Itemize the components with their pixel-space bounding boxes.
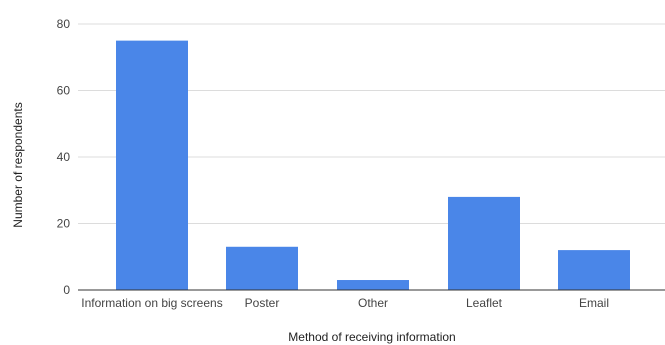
x-tick-label: Poster xyxy=(245,296,280,310)
x-tick-label: Email xyxy=(579,296,609,310)
y-axis-ticks: 0 20 40 60 80 xyxy=(57,17,71,297)
bar xyxy=(558,250,630,290)
y-tick-label: 60 xyxy=(57,84,71,98)
x-tick-label: Leaflet xyxy=(466,296,503,310)
x-axis-ticks: Information on big screens Poster Other Lea… xyxy=(81,296,609,310)
bar xyxy=(337,280,409,290)
x-tick-label: Other xyxy=(358,296,388,310)
bar xyxy=(448,196,520,290)
x-axis-title: Method of receiving information xyxy=(288,330,455,344)
y-axis-title: Number of respondents xyxy=(11,102,25,227)
y-tick-label: 40 xyxy=(57,150,71,164)
y-tick-label: 0 xyxy=(63,283,70,297)
bar xyxy=(116,40,188,290)
y-tick-label: 80 xyxy=(57,17,71,31)
bars xyxy=(116,40,630,290)
y-tick-label: 20 xyxy=(57,217,71,231)
x-tick-label: Information on big screens xyxy=(81,296,222,310)
bar xyxy=(226,246,298,290)
